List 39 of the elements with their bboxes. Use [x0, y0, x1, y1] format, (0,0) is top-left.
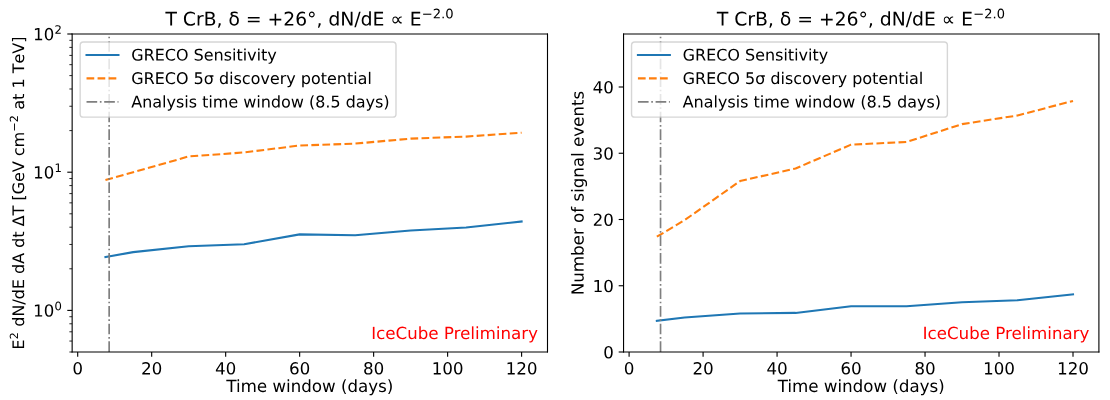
x-tick-label: 20 [142, 362, 162, 375]
y-tick-label: 40 [593, 80, 613, 94]
x-tick-label: 120 [507, 362, 537, 375]
x-tick-label: 60 [290, 362, 310, 375]
x-tick-label: 60 [841, 362, 861, 375]
y-axis-title: Number of signal events [570, 91, 588, 294]
x-axis-title: Time window (days) [777, 379, 944, 396]
annotation: IceCube Preliminary [924, 326, 1089, 343]
line-series [655, 293, 1075, 322]
y-tick-label: 20 [593, 213, 613, 227]
x-tick-label: 40 [215, 362, 236, 375]
x-tick-label: 80 [915, 362, 935, 375]
x-axis-title: Time window (days) [226, 379, 392, 396]
y-tick-label: 10$^{0}$ [34, 301, 62, 317]
x-tick-label: 0 [624, 362, 634, 375]
y-tick-label: 30 [593, 147, 613, 160]
legend-label: GRECO 5σ discovery potential [132, 71, 371, 88]
legend-label: GRECO Sensitivity [683, 48, 828, 64]
x-tick-label: 100 [984, 362, 1014, 375]
annotation: IceCube Preliminary [372, 326, 538, 343]
x-tick-label: 120 [1058, 362, 1088, 375]
x-tick-label: 20 [693, 362, 713, 375]
x-tick-label: 40 [767, 362, 787, 375]
y-tick-label: 10$^{2}$ [34, 25, 61, 41]
line-series [104, 131, 523, 182]
x-tick-label: 0 [73, 362, 82, 375]
chart-title: T CrB, δ = +26°, dN/dE ∝ E$^{−2.0}$ [165, 8, 453, 28]
legend-label: GRECO Sensitivity [132, 48, 277, 64]
line-series [104, 220, 523, 259]
ref-line-label: Analysis time window (8.5 days) [131, 95, 389, 111]
y-axis-title: E$^{2}$ dN/dE dA dt ΔT [GeV cm$^{−2}$ at 1 TeV] [9, 37, 27, 349]
y-tick-label: 10$^{1}$ [34, 163, 61, 179]
y-tick-label: 10 [594, 279, 613, 293]
chart-title: T CrB, δ = +26°, dN/dE ∝ E$^{−2.0}$ [716, 8, 1005, 28]
x-tick-label: 80 [364, 362, 384, 375]
y-tick-label: 0 [604, 345, 613, 359]
x-tick-label: 100 [433, 362, 463, 375]
ref-line-label: Analysis time window (8.5 days) [682, 95, 940, 111]
legend-label: GRECO 5σ discovery potential [683, 71, 922, 88]
